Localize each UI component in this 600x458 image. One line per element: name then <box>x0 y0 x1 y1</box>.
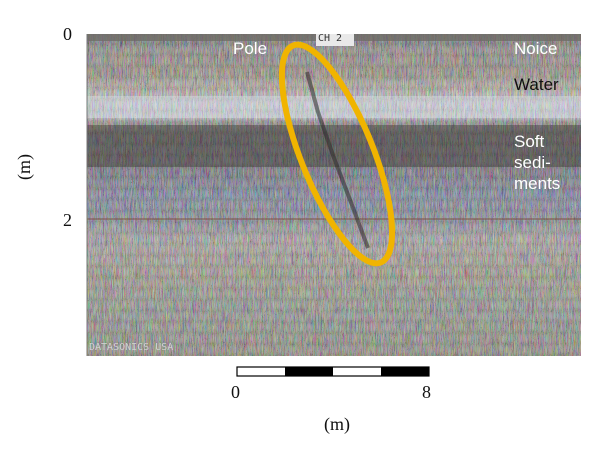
label-soft-line3: ments <box>514 174 561 193</box>
pole-highlight-ellipse <box>278 41 396 267</box>
label-noice: Noice <box>514 39 558 58</box>
label-soft-sediments: Soft sedi- ments <box>514 131 560 194</box>
y-tick-0: 0 <box>63 24 72 44</box>
x-tick-0: 0 <box>231 382 240 402</box>
label-soft-line2: sedi- <box>514 153 551 172</box>
x-axis-unit: (m) <box>324 414 350 434</box>
label-soft-line1: Soft <box>514 132 545 151</box>
channel-label: CH 2 <box>318 33 343 44</box>
scale-bar <box>236 366 430 377</box>
y-axis-unit: (m) <box>14 154 34 180</box>
corner-text: DATASONICS USA <box>89 342 174 353</box>
label-pole: Pole <box>233 39 268 58</box>
x-tick-8: 8 <box>422 382 431 402</box>
label-water: Water <box>514 75 559 94</box>
channel-label-box <box>316 34 354 46</box>
y-tick-2: 2 <box>63 210 72 230</box>
